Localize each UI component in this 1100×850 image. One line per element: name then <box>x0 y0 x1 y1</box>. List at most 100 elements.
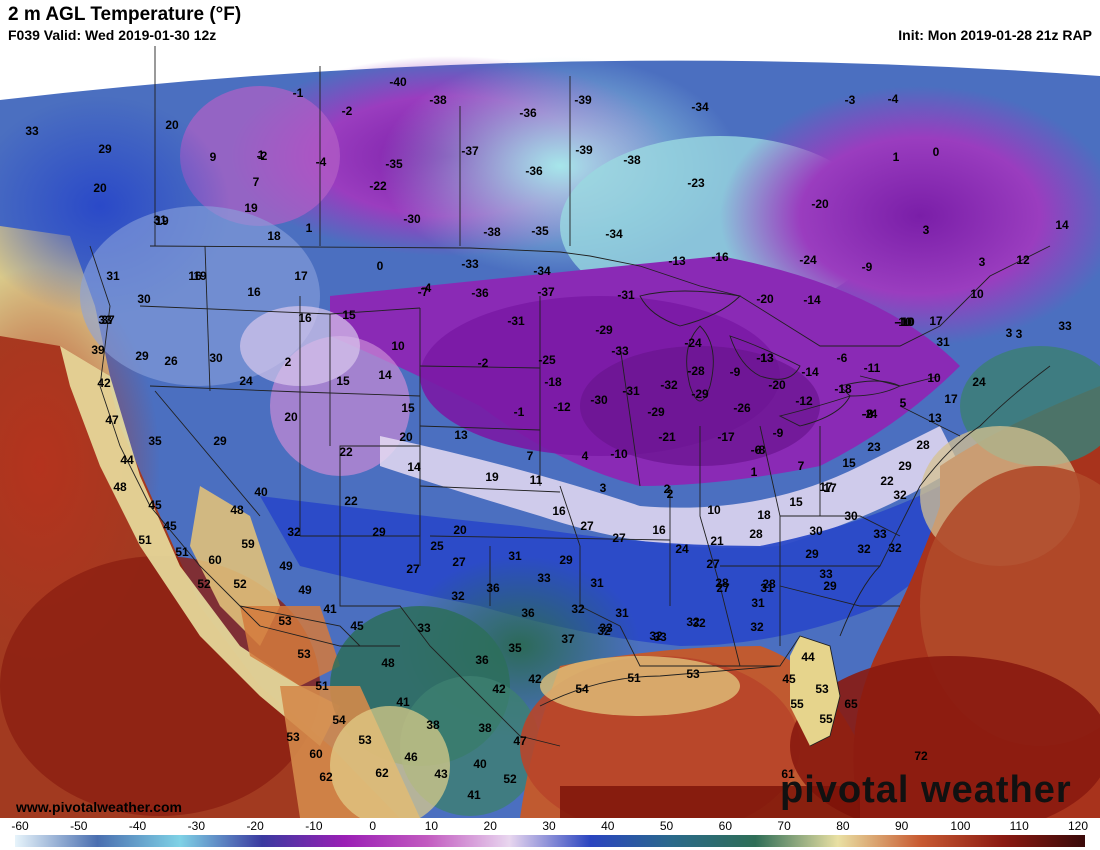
temperature-label: -14 <box>803 293 821 307</box>
temperature-label: -11 <box>863 361 881 375</box>
temperature-label: -33 <box>461 257 479 271</box>
temperature-label: -36 <box>519 106 537 120</box>
colorbar-tick-label: 30 <box>542 819 556 833</box>
website-link[interactable]: www.pivotalweather.com <box>16 799 182 815</box>
temperature-label: 15 <box>842 456 856 470</box>
temperature-label: -16 <box>711 250 729 264</box>
temperature-label: -4 <box>866 407 878 421</box>
temperature-label: 16 <box>552 504 566 518</box>
temperature-label: 32 <box>451 589 465 603</box>
colorbar-tick-label: 0 <box>369 819 376 833</box>
temperature-label: 10 <box>970 287 984 301</box>
temperature-label: 46 <box>404 750 418 764</box>
temperature-label: -6 <box>836 351 848 365</box>
temperature-label: 45 <box>148 498 162 512</box>
colorbar-tick-label: 80 <box>836 819 850 833</box>
temperature-label: 32 <box>649 629 663 643</box>
temperature-label: 25 <box>430 539 444 553</box>
temperature-label: 36 <box>521 606 535 620</box>
temperature-label: -31 <box>617 288 635 302</box>
temperature-label: 30 <box>137 292 151 306</box>
temperature-label: 60 <box>208 553 222 567</box>
colorbar-tick-label: 100 <box>950 819 971 833</box>
colorbar-tick-label: -30 <box>187 819 205 833</box>
temperature-label: 17 <box>823 481 837 495</box>
temperature-label: 15 <box>401 401 415 415</box>
temperature-label: 22 <box>339 445 353 459</box>
temperature-label: 32 <box>597 624 611 638</box>
temperature-label: -20 <box>811 197 829 211</box>
temperature-label: 31 <box>106 269 120 283</box>
temperature-label: 38 <box>478 721 492 735</box>
temperature-label: 29 <box>372 525 386 539</box>
temperature-label: 0 <box>932 145 940 159</box>
temperature-label: -29 <box>595 323 613 337</box>
temperature-label: 38 <box>426 718 440 732</box>
temperature-label: 15 <box>342 308 356 322</box>
temperature-label: 51 <box>315 679 329 693</box>
colorbar-tick-label: -10 <box>305 819 323 833</box>
temperature-label: -4 <box>420 281 432 295</box>
temperature-label: 19 <box>485 470 499 484</box>
temperature-label: 48 <box>113 480 127 494</box>
temperature-label: 48 <box>381 656 395 670</box>
temperature-label: -36 <box>471 286 489 300</box>
map-title: 2 m AGL Temperature (°F) <box>8 4 242 25</box>
temperature-label: -24 <box>684 336 702 350</box>
temperature-label: -28 <box>687 364 705 378</box>
temperature-label: 33 <box>1058 319 1072 333</box>
temperature-label: -13 <box>756 351 774 365</box>
temperature-label: 33 <box>98 313 112 327</box>
temperature-label: 27 <box>452 555 466 569</box>
temperature-label: -30 <box>590 393 608 407</box>
temperature-label: 33 <box>25 124 39 138</box>
temperature-label: 55 <box>819 712 833 726</box>
temperature-label: 3 <box>1005 326 1013 340</box>
temperature-label: 13 <box>928 411 942 425</box>
temperature-label: 9 <box>209 150 217 164</box>
temperature-label: -8 <box>754 443 766 457</box>
temperature-label: 51 <box>138 533 152 547</box>
temperature-label: 31 <box>153 213 167 227</box>
temperature-label: -31 <box>622 384 640 398</box>
temperature-label: 30 <box>809 524 823 538</box>
temperature-label: 18 <box>267 229 281 243</box>
temperature-label: -40 <box>389 75 407 89</box>
temperature-label: 19 <box>193 269 207 283</box>
temperature-label: 28 <box>762 577 776 591</box>
temperature-label: 22 <box>344 494 358 508</box>
temperature-label: 29 <box>98 142 112 156</box>
temperature-label: 31 <box>936 335 950 349</box>
temperature-label: -9 <box>729 365 741 379</box>
temperature-label: 55 <box>790 697 804 711</box>
temperature-label: 62 <box>375 766 389 780</box>
temperature-label: 2 <box>663 482 671 496</box>
temperature-label: -13 <box>668 254 686 268</box>
temperature-label: 16 <box>298 311 312 325</box>
temperature-label: 45 <box>163 519 177 533</box>
temperature-label: 23 <box>867 440 881 454</box>
temperature-label: 29 <box>823 579 837 593</box>
temperature-label: -12 <box>553 400 571 414</box>
temperature-label: 7 <box>797 459 805 473</box>
temperature-label: 1 <box>257 148 265 162</box>
temperature-label: 32 <box>857 542 871 556</box>
temperature-label: -4 <box>887 92 899 106</box>
temperature-label: 10 <box>391 339 405 353</box>
temperature-label: -12 <box>795 394 813 408</box>
temperature-label: 52 <box>503 772 517 786</box>
temperature-label: -23 <box>687 176 705 190</box>
temperature-label: 33 <box>653 630 667 644</box>
temperature-label: -3 <box>844 93 856 107</box>
temperature-label: 48 <box>230 503 244 517</box>
temperature-label: 13 <box>454 428 468 442</box>
temperature-label: 59 <box>241 537 255 551</box>
temperature-label: 33 <box>599 621 613 635</box>
temperature-label: 42 <box>492 682 506 696</box>
temperature-label: -34 <box>605 227 623 241</box>
header: 2 m AGL Temperature (°F) F039 Valid: Wed… <box>0 0 1100 46</box>
temperature-label: 19 <box>244 201 258 215</box>
temperature-label: -29 <box>647 405 665 419</box>
temperature-label: -20 <box>756 292 774 306</box>
temperature-label: -18 <box>834 382 852 396</box>
